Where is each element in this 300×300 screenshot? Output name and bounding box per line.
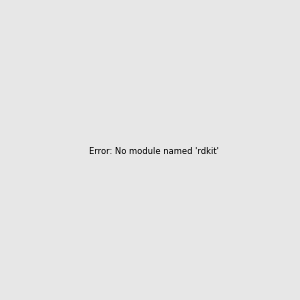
Text: Error: No module named 'rdkit': Error: No module named 'rdkit'	[89, 147, 219, 156]
